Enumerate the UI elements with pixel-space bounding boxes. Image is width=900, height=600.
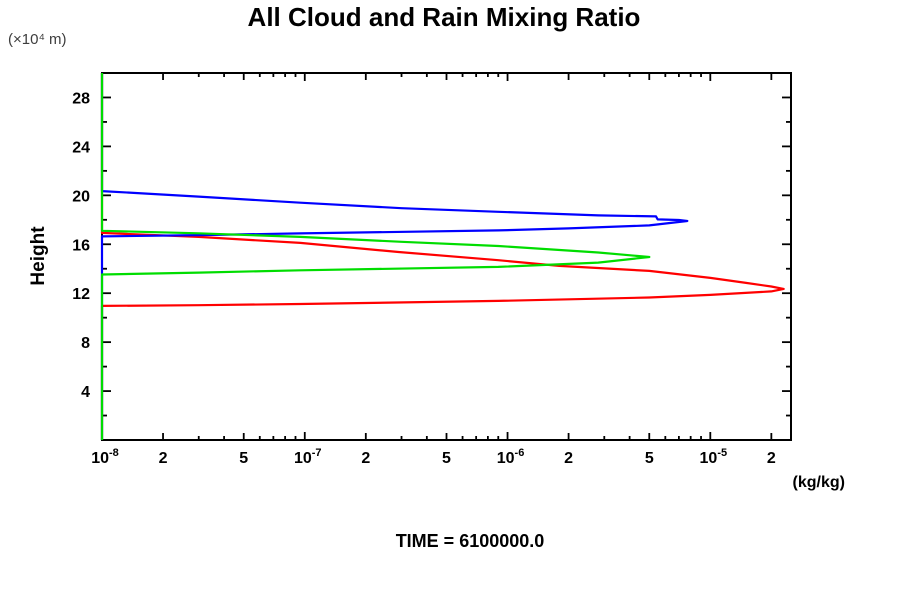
chart-title: All Cloud and Rain Mixing Ratio	[247, 2, 641, 32]
y-tick-label: 24	[72, 139, 90, 156]
x-tick-label: 10-6	[497, 447, 525, 467]
x-tick-label: 2	[564, 450, 573, 467]
y-tick-label: 20	[72, 188, 90, 205]
x-tick-label: 10-8	[91, 447, 119, 467]
x-tick-label: 2	[159, 450, 168, 467]
y-tick-label: 16	[72, 237, 90, 254]
y-tick-label: 8	[81, 335, 90, 352]
x-tick-label: 10-7	[294, 447, 322, 467]
x-tick-label: 2	[767, 450, 776, 467]
x-axis-unit-label: (kg/kg)	[792, 474, 845, 491]
time-annotation: TIME = 6100000.0	[395, 531, 545, 551]
y-tick-label: 4	[81, 384, 90, 401]
x-tick-label: 5	[239, 450, 248, 467]
x-tick-label: 5	[645, 450, 654, 467]
y-tick-label: 28	[72, 90, 90, 107]
series-green-profile-curve	[100, 73, 651, 440]
x-tick-label: 2	[361, 450, 370, 467]
x-tick-label: 5	[442, 450, 451, 467]
x-tick-label: 10-5	[700, 447, 728, 467]
y-axis-unit-note: (×10⁴ m)	[8, 31, 67, 48]
series-red-profile-curve	[100, 73, 785, 440]
y-tick-label: 12	[72, 286, 90, 303]
series-blue-profile-curve	[100, 73, 689, 440]
